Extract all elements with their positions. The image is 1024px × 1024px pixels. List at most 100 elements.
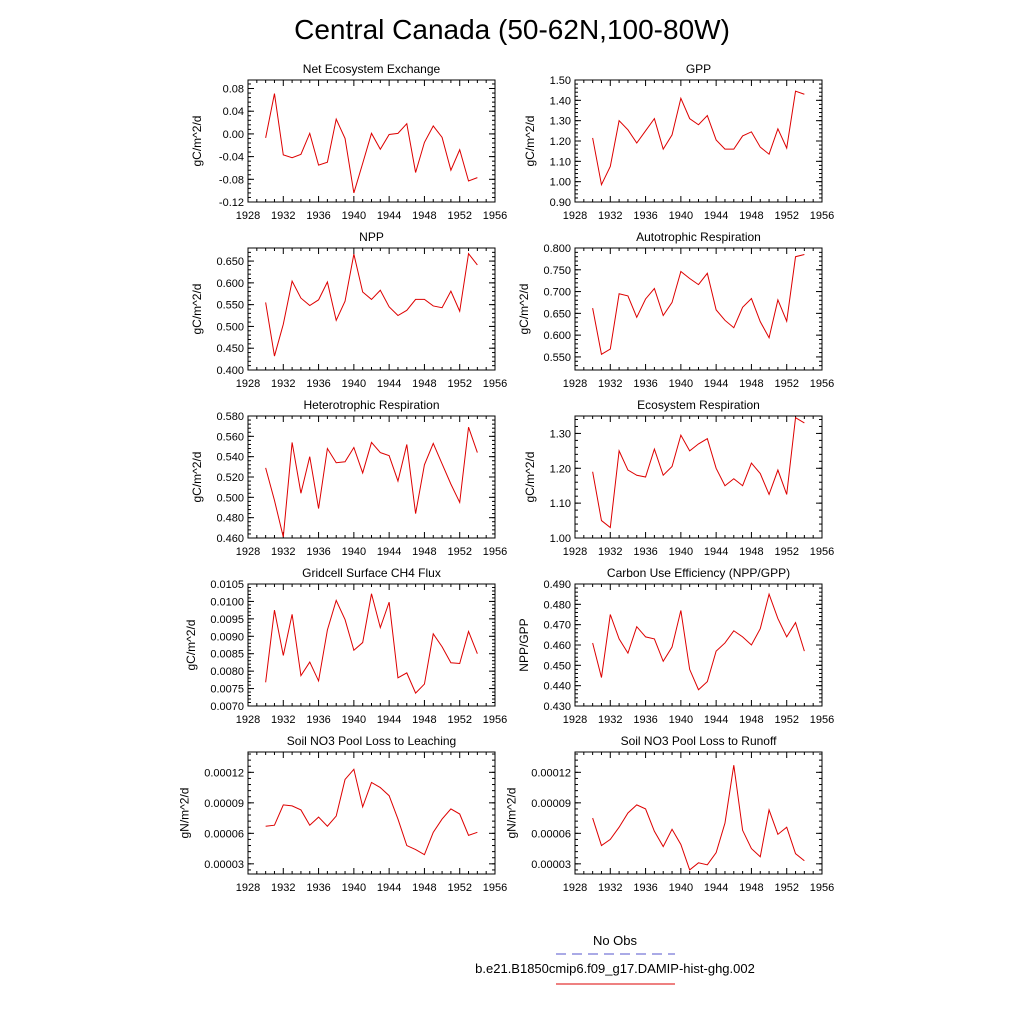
x-tick-label: 1940 — [342, 546, 366, 558]
x-tick-label: 1940 — [669, 882, 693, 894]
x-tick-label: 1940 — [669, 210, 693, 222]
y-tick-label: 0.450 — [543, 660, 571, 672]
series-line-0 — [592, 416, 805, 529]
x-tick-label: 1948 — [739, 546, 763, 558]
series-line-0 — [265, 768, 478, 856]
y-tick-label: 0.460 — [216, 533, 244, 545]
chart-title: Heterotrophic Respiration — [303, 398, 439, 412]
x-tick-label: 1932 — [271, 378, 295, 390]
x-tick-label: 1944 — [377, 882, 401, 894]
y-tick-label: 0.0090 — [210, 631, 244, 643]
chart-title: GPP — [686, 62, 711, 76]
x-tick-label: 1944 — [704, 882, 728, 894]
x-tick-label: 1952 — [774, 546, 798, 558]
x-tick-label: 1952 — [447, 882, 471, 894]
x-tick-label: 1928 — [563, 210, 587, 222]
y-tick-label: -0.08 — [219, 174, 244, 186]
y-tick-label: 0.520 — [216, 472, 244, 484]
chart-panel-4: Heterotrophic Respiration 1928 1932 1936 194… — [190, 398, 507, 558]
x-tick-label: 1956 — [483, 882, 507, 894]
y-axis-label: gC/m^2/d — [523, 116, 537, 167]
y-tick-label: 1.30 — [550, 116, 571, 128]
series-line-0 — [265, 593, 478, 694]
series-line-0 — [592, 90, 805, 187]
x-tick-label: 1928 — [236, 714, 260, 726]
x-tick-label: 1952 — [774, 714, 798, 726]
x-tick-label: 1948 — [739, 714, 763, 726]
y-tick-label: 0.700 — [543, 287, 571, 299]
y-tick-label: 0.580 — [216, 411, 244, 423]
x-tick-label: 1940 — [669, 546, 693, 558]
x-tick-label: 1956 — [810, 882, 834, 894]
series-line-0 — [592, 592, 805, 691]
x-tick-label: 1940 — [342, 714, 366, 726]
plot-frame — [574, 583, 823, 707]
chart-title: NPP — [359, 230, 384, 244]
y-tick-label: 0.600 — [216, 278, 244, 290]
x-tick-label: 1952 — [447, 378, 471, 390]
series-line-0 — [265, 93, 478, 194]
y-axis-label: gN/m^2/d — [505, 788, 519, 839]
x-tick-label: 1936 — [306, 210, 330, 222]
y-tick-label: 0.400 — [216, 365, 244, 377]
chart-panel-0: Net Ecosystem Exchange 1928 1932 1936 1940 19… — [190, 62, 507, 222]
chart-panel-9: Soil NO3 Pool Loss to Runoff 1928 1932 1936… — [505, 734, 835, 894]
series-line-0 — [592, 765, 805, 871]
y-tick-label: 0.550 — [216, 300, 244, 312]
x-tick-label: 1948 — [412, 546, 436, 558]
x-tick-label: 1944 — [377, 210, 401, 222]
y-tick-label: 0.500 — [216, 321, 244, 333]
chart-title: Net Ecosystem Exchange — [303, 62, 441, 76]
y-axis-label: gC/m^2/d — [190, 116, 204, 167]
y-tick-label: 0.00003 — [204, 859, 244, 871]
chart-title: Soil NO3 Pool Loss to Runoff — [621, 734, 778, 748]
plot-frame — [247, 79, 496, 203]
x-tick-label: 1932 — [598, 882, 622, 894]
y-axis-label: gN/m^2/d — [178, 788, 192, 839]
x-tick-label: 1932 — [271, 210, 295, 222]
y-tick-label: 0.430 — [543, 701, 571, 713]
x-tick-label: 1936 — [306, 378, 330, 390]
y-tick-label: 1.20 — [550, 463, 571, 475]
x-tick-label: 1928 — [236, 210, 260, 222]
y-axis-label: gC/m^2/d — [184, 620, 198, 671]
y-tick-label: 0.460 — [543, 640, 571, 652]
y-axis-label: NPP/GPP — [517, 618, 531, 671]
y-tick-label: 1.40 — [550, 95, 571, 107]
y-tick-label: 1.50 — [550, 75, 571, 87]
chart-title: Autotrophic Respiration — [636, 230, 761, 244]
x-tick-label: 1952 — [447, 210, 471, 222]
y-tick-label: 0.00009 — [531, 798, 571, 810]
chart-panel-5: Ecosystem Respiration 1928 1932 1936 1940 194… — [523, 398, 834, 558]
chart-panel-8: Soil NO3 Pool Loss to Leaching 1928 1932 19… — [178, 734, 508, 894]
x-tick-label: 1948 — [739, 378, 763, 390]
x-tick-label: 1936 — [633, 378, 657, 390]
y-tick-label: 0.0085 — [210, 649, 244, 661]
x-tick-label: 1932 — [271, 714, 295, 726]
y-tick-label: 0.0075 — [210, 684, 244, 696]
y-tick-label: 1.10 — [550, 156, 571, 168]
y-tick-label: 0.650 — [543, 308, 571, 320]
y-tick-label: 0.00003 — [531, 859, 571, 871]
x-tick-label: 1936 — [633, 714, 657, 726]
plot-frame — [574, 751, 823, 875]
x-tick-label: 1940 — [342, 378, 366, 390]
y-tick-label: 0.650 — [216, 256, 244, 268]
x-tick-label: 1932 — [598, 210, 622, 222]
y-tick-label: 0.0105 — [210, 579, 244, 591]
y-tick-label: 0.490 — [543, 579, 571, 591]
x-tick-label: 1940 — [669, 378, 693, 390]
y-tick-label: 0.0100 — [210, 596, 244, 608]
x-tick-label: 1956 — [810, 546, 834, 558]
x-tick-label: 1932 — [271, 882, 295, 894]
y-axis-label: gC/m^2/d — [190, 284, 204, 335]
y-tick-label: 0.540 — [216, 452, 244, 464]
x-tick-label: 1932 — [271, 546, 295, 558]
x-tick-label: 1952 — [447, 546, 471, 558]
y-tick-label: 0.0070 — [210, 701, 244, 713]
x-tick-label: 1928 — [236, 882, 260, 894]
x-tick-label: 1928 — [563, 882, 587, 894]
y-tick-label: 0.480 — [543, 599, 571, 611]
y-tick-label: 0.550 — [543, 352, 571, 364]
